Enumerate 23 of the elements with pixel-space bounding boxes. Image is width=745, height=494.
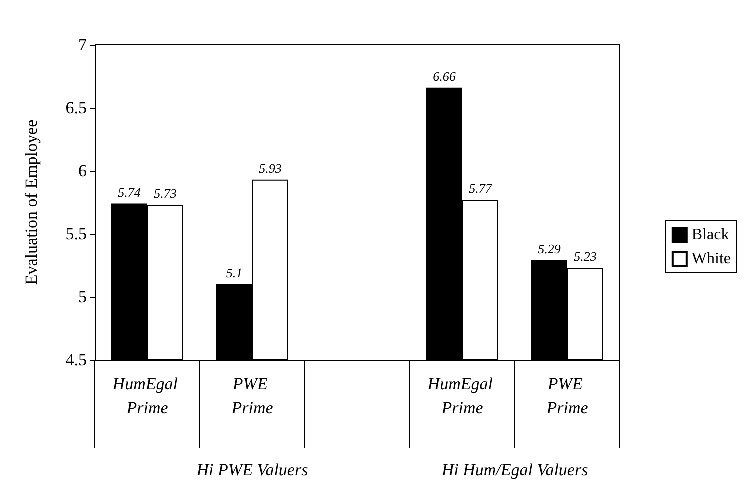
y-tick-label: 7: [78, 36, 88, 54]
x-tick-label: PWE Prime: [230, 374, 274, 418]
y-tick-label: 5: [78, 288, 87, 306]
data-label: 5.77: [469, 180, 492, 196]
data-label: 5.1: [226, 265, 243, 280]
legend-label: White: [692, 250, 731, 268]
data-label: 5.93: [259, 160, 282, 176]
y-tick-label: 6.5: [66, 98, 87, 118]
legend-label: Black: [692, 226, 730, 244]
x-tick-label: HumEgal Prime: [112, 374, 182, 418]
text: Hi PWE Valuers: [196, 460, 309, 480]
y-tick-label: 6: [78, 162, 87, 180]
x-tick-label: PWE Prime: [546, 374, 589, 418]
data-label: 5.29: [538, 241, 562, 256]
data-label: 5.73: [154, 186, 178, 202]
y-tick-label: 5.5: [66, 224, 87, 244]
data-label: 6.66: [433, 68, 456, 84]
text: Hi Hum/Egal Valuers: [440, 460, 589, 480]
y-tick-label: 4.5: [66, 350, 87, 370]
x-tick-label: HumEgal Prime: [426, 374, 498, 418]
data-label: 5.23: [574, 249, 598, 264]
data-label: 5.74: [118, 184, 142, 200]
y-axis-title: Evaluation of Employee: [22, 120, 41, 286]
